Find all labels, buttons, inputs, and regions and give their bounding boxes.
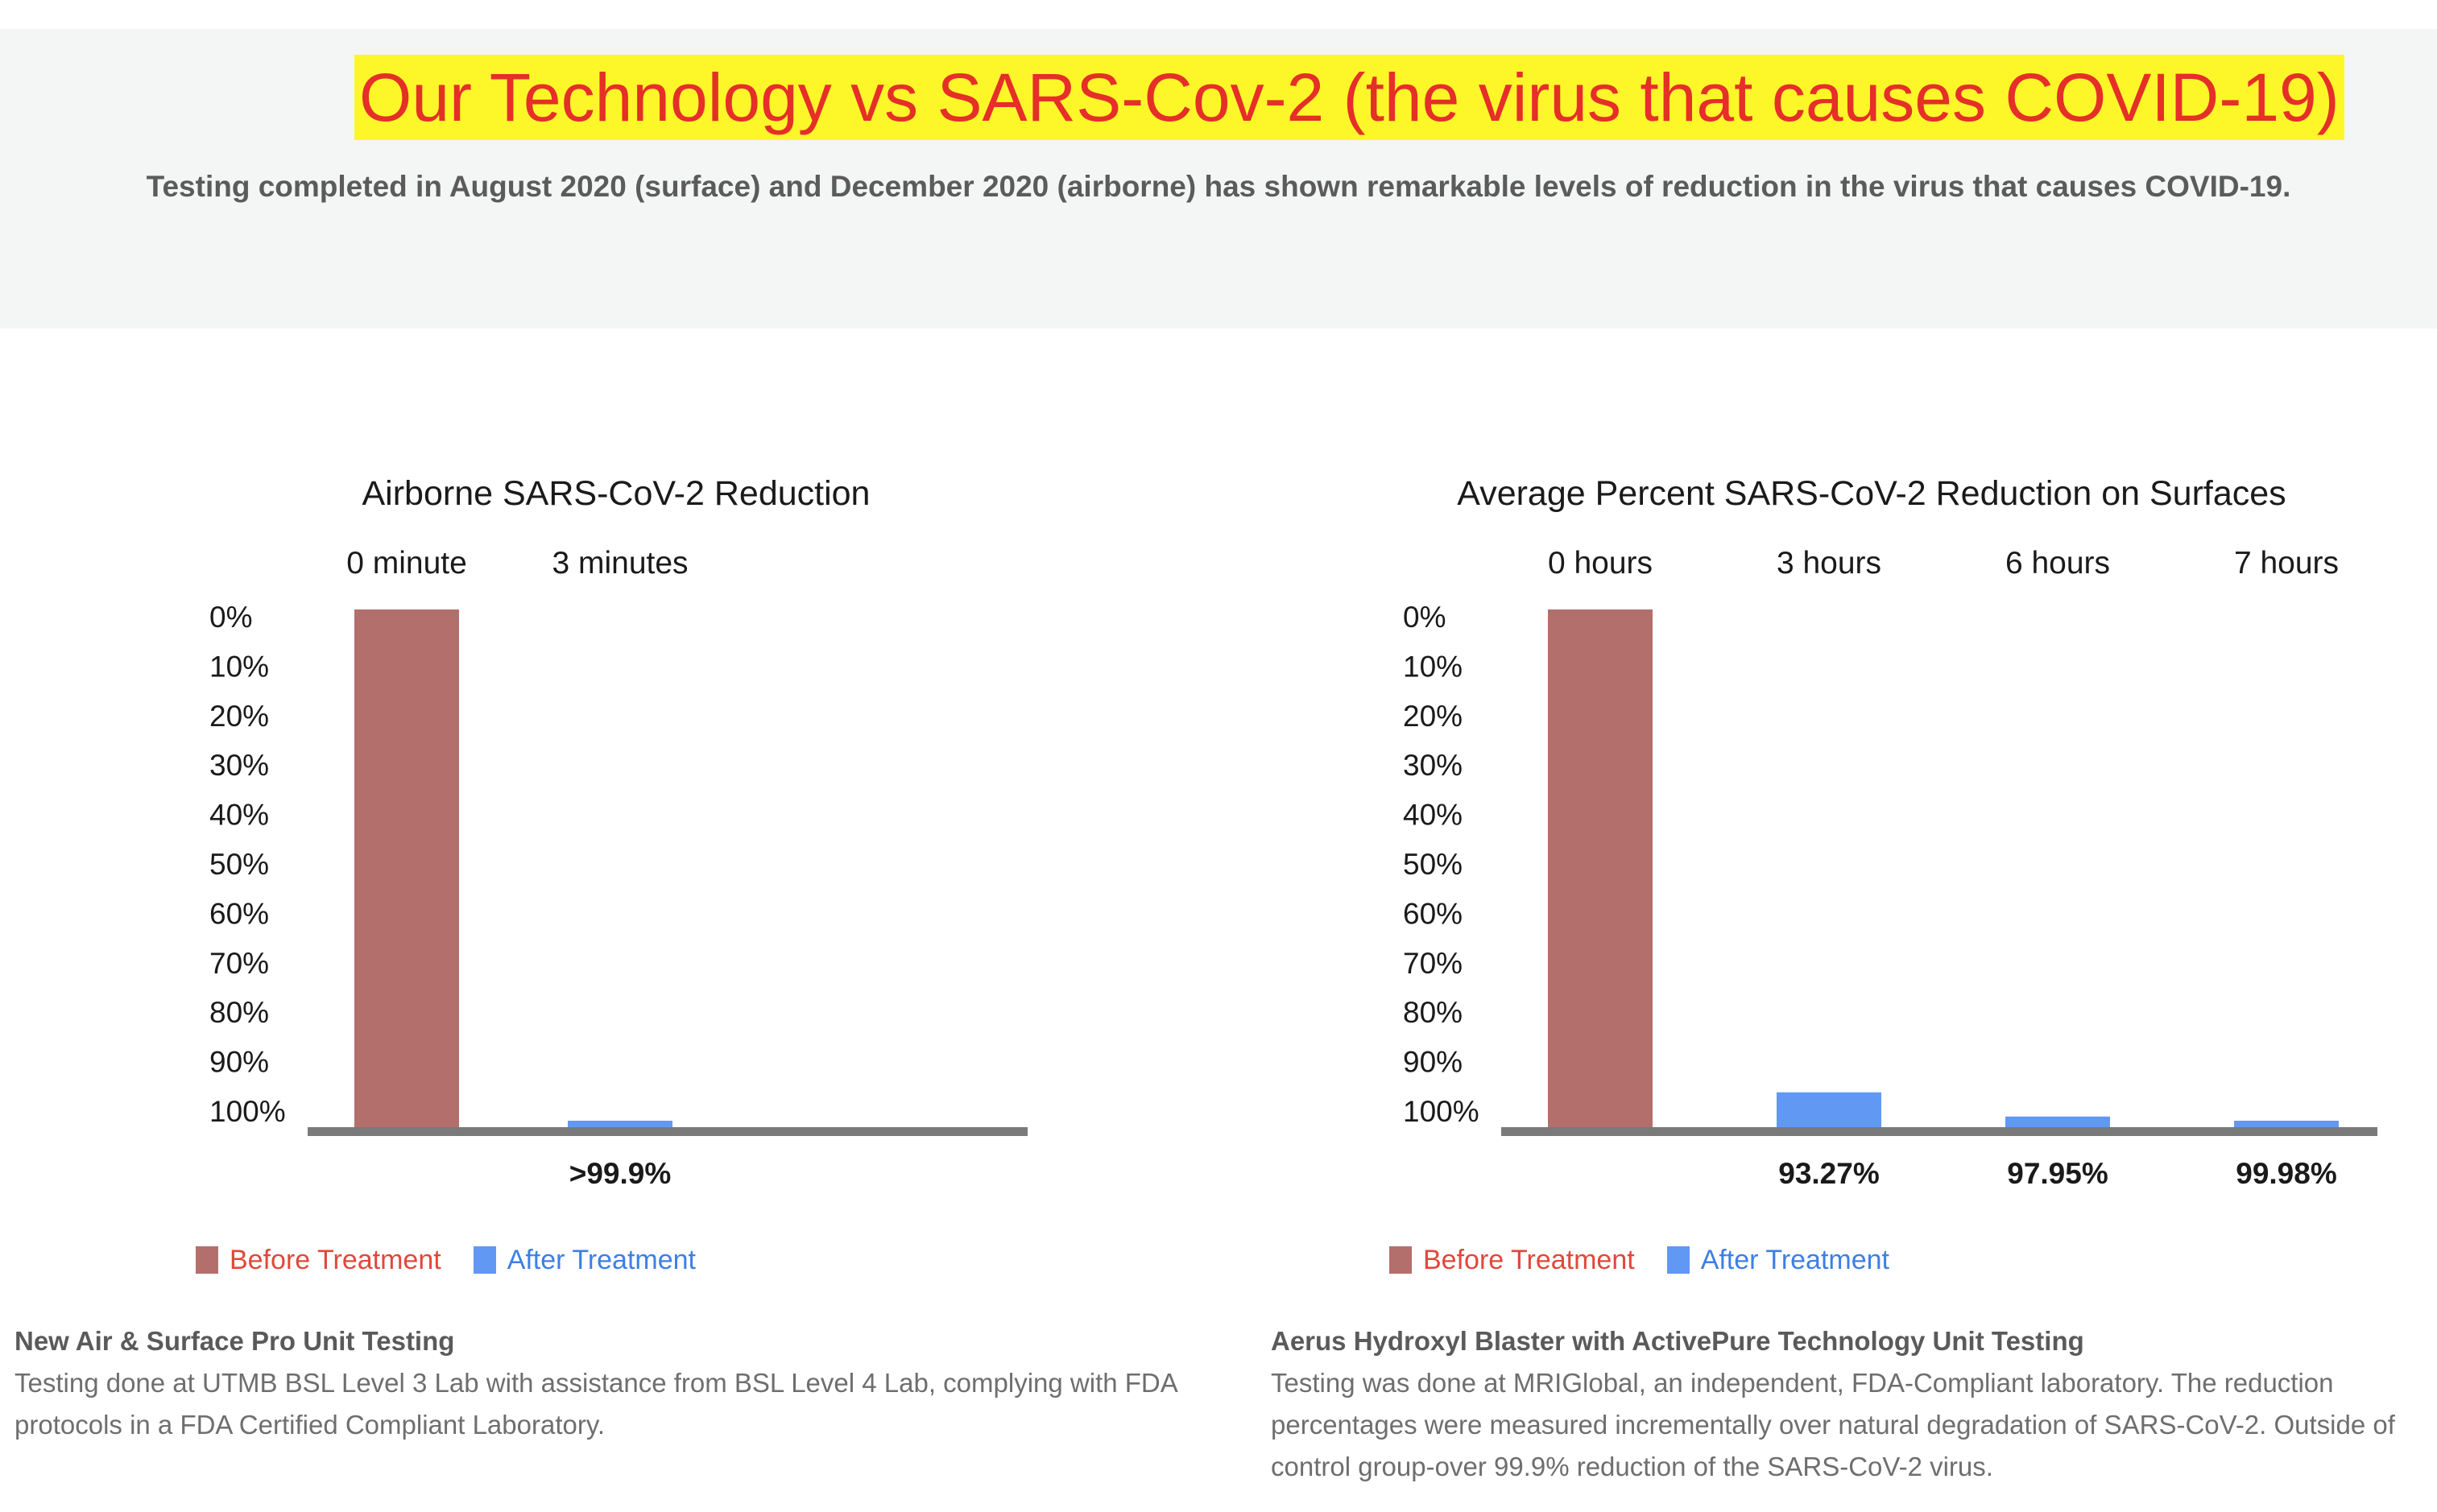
category-label: 6 hours: [2005, 546, 2110, 580]
y-tick-label: 40%: [209, 799, 269, 832]
page-subtitle: Testing completed in August 2020 (surfac…: [146, 170, 2291, 203]
note-surface: Aerus Hydroxyl Blaster with ActivePure T…: [1271, 1320, 2431, 1488]
legend-label-after: After Treatment: [507, 1245, 697, 1275]
y-tick-label: 30%: [1403, 749, 1463, 782]
legend-label-before: Before Treatment: [230, 1245, 441, 1275]
note-body: Testing done at UTMB BSL Level 3 Lab wit…: [14, 1368, 1177, 1440]
y-tick-label: 20%: [209, 700, 269, 733]
y-tick-label: 10%: [1403, 650, 1463, 683]
legend-item-before: Before Treatment: [1389, 1244, 1635, 1276]
legend-swatch-after: [1666, 1246, 1690, 1274]
y-tick-label: 70%: [1403, 947, 1463, 980]
chart-title: Average Percent SARS-CoV-2 Reduction on …: [1457, 474, 2286, 513]
airborne-chart: Airborne SARS-CoV-2 Reduction 0 minute 3 m…: [209, 474, 1028, 1190]
legend-item-after: After Treatment: [1666, 1244, 1890, 1276]
x-axis-line: [308, 1127, 1028, 1136]
note-title: New Air & Surface Pro Unit Testing: [14, 1326, 455, 1356]
legend-swatch-after: [473, 1246, 496, 1274]
x-axis-line: [1501, 1127, 2377, 1136]
bar-after: [568, 1121, 672, 1127]
data-label: >99.9%: [569, 1157, 672, 1190]
data-label: 97.95%: [2007, 1157, 2108, 1190]
category-label: 0 hours: [1548, 546, 1653, 580]
legend-label-after: After Treatment: [1700, 1245, 1890, 1275]
legend-swatch-before: [196, 1246, 218, 1274]
legend-surface: Before Treatment After Treatment: [1389, 1244, 1922, 1276]
y-tick-label: 80%: [1403, 996, 1463, 1029]
y-tick-label: 90%: [1403, 1046, 1463, 1079]
y-tick-label: 20%: [1403, 700, 1463, 733]
y-tick-label: 60%: [1403, 897, 1463, 930]
legend-item-before: Before Treatment: [196, 1244, 441, 1276]
bar-before: [1548, 609, 1653, 1127]
y-tick-label: 10%: [209, 650, 269, 683]
bar-after: [1777, 1092, 1881, 1127]
legend-item-after: After Treatment: [473, 1244, 697, 1276]
surface-chart: Average Percent SARS-CoV-2 Reduction on …: [1403, 474, 2377, 1190]
legend-swatch-before: [1389, 1246, 1412, 1274]
y-tick-label: 100%: [209, 1095, 286, 1128]
note-body: Testing was done at MRIGlobal, an indepe…: [1271, 1368, 2395, 1481]
data-label: 99.98%: [2236, 1157, 2337, 1190]
bar-after: [2005, 1116, 2110, 1127]
category-label: 0 minute: [346, 546, 467, 580]
y-tick-label: 50%: [1403, 848, 1463, 881]
page-title: Our Technology vs SARS-Cov-2 (the virus …: [354, 55, 2344, 140]
note-airborne: New Air & Surface Pro Unit Testing Testi…: [14, 1320, 1182, 1446]
y-tick-label: 70%: [209, 947, 269, 980]
bar-after: [2234, 1121, 2339, 1127]
bar-before: [354, 609, 459, 1127]
y-tick-label: 80%: [209, 996, 269, 1029]
category-label: 3 hours: [1777, 546, 1881, 580]
category-label: 7 hours: [2234, 546, 2339, 580]
y-tick-label: 90%: [209, 1046, 269, 1079]
y-tick-label: 100%: [1403, 1095, 1479, 1128]
y-tick-label: 40%: [1403, 799, 1463, 832]
y-tick-label: 60%: [209, 897, 269, 930]
legend-airborne: Before Treatment After Treatment: [196, 1244, 728, 1276]
category-label: 3 minutes: [552, 546, 688, 580]
chart-title: Airborne SARS-CoV-2 Reduction: [362, 474, 871, 513]
note-title: Aerus Hydroxyl Blaster with ActivePure T…: [1271, 1326, 2084, 1356]
y-tick-label: 0%: [1403, 601, 1446, 634]
legend-label-before: Before Treatment: [1423, 1245, 1635, 1275]
y-tick-label: 30%: [209, 749, 269, 782]
y-tick-label: 0%: [209, 601, 252, 634]
data-label: 93.27%: [1778, 1157, 1880, 1190]
y-tick-label: 50%: [209, 848, 269, 881]
